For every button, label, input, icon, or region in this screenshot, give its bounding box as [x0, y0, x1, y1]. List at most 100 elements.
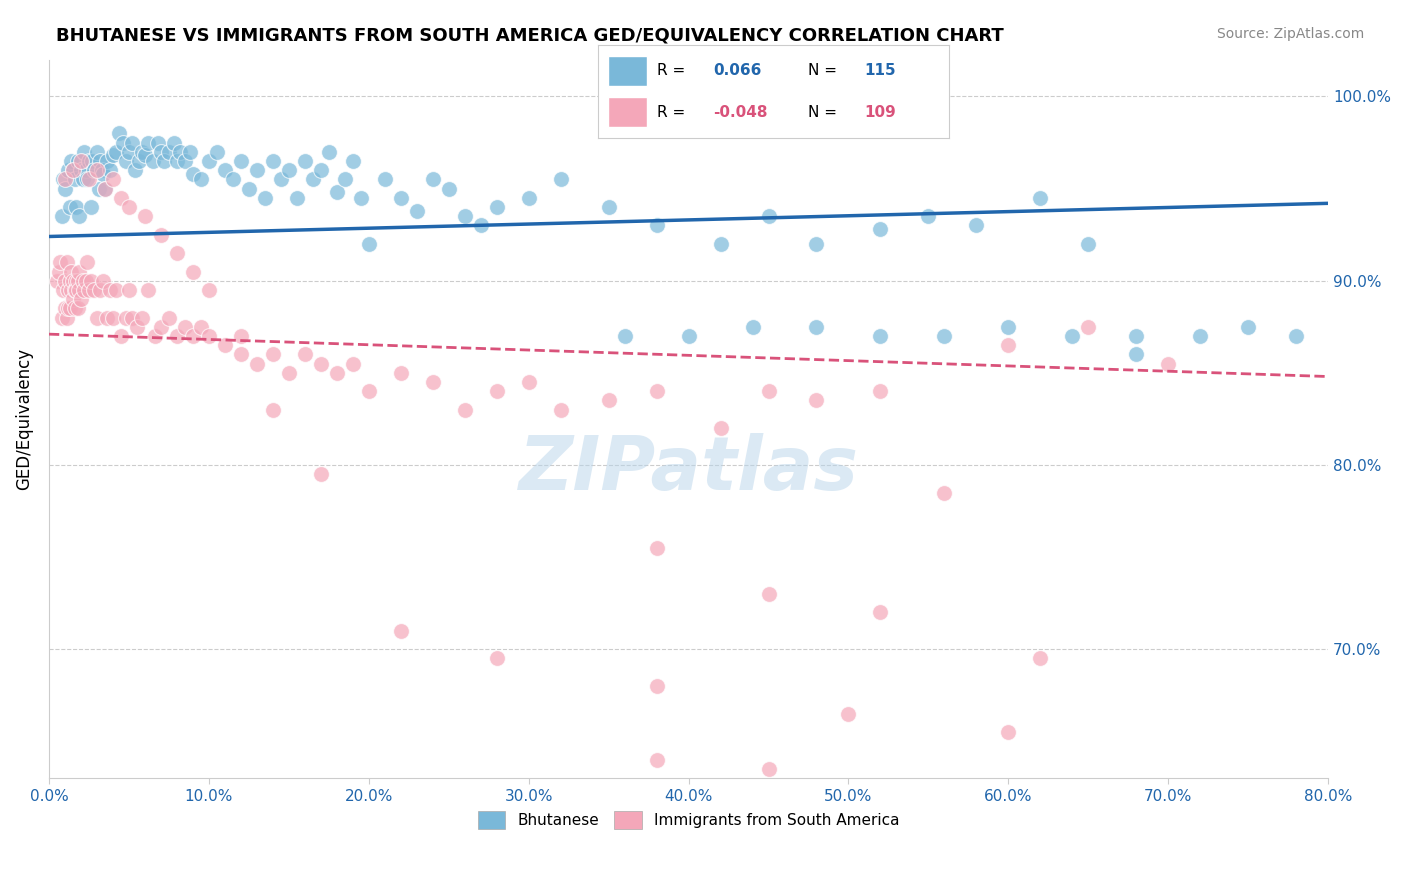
Point: [806, 319, 828, 334]
Point: [965, 219, 987, 233]
Point: [110, 191, 132, 205]
Point: [517, 191, 540, 205]
Point: [65, 200, 87, 214]
Point: [869, 606, 891, 620]
Point: [389, 191, 412, 205]
Text: R =: R =: [657, 104, 686, 120]
Point: [326, 366, 349, 380]
Point: [678, 329, 700, 343]
Point: [59, 301, 82, 316]
Point: [125, 319, 148, 334]
Point: [60, 264, 83, 278]
Point: [114, 310, 136, 325]
Point: [437, 181, 460, 195]
Point: [709, 236, 731, 251]
Point: [422, 172, 444, 186]
Y-axis label: GED/Equivalency: GED/Equivalency: [15, 348, 32, 490]
Point: [56, 163, 79, 178]
Point: [62, 163, 84, 178]
Point: [101, 148, 124, 162]
Point: [110, 329, 132, 343]
Point: [73, 145, 96, 159]
Point: [79, 200, 101, 214]
Point: [238, 181, 260, 195]
Point: [1029, 191, 1052, 205]
Point: [79, 274, 101, 288]
Text: BHUTANESE VS IMMIGRANTS FROM SOUTH AMERICA GED/EQUIVALENCY CORRELATION CHART: BHUTANESE VS IMMIGRANTS FROM SOUTH AMERI…: [56, 27, 1004, 45]
Point: [758, 209, 780, 223]
Text: 109: 109: [865, 104, 897, 120]
Point: [997, 725, 1019, 739]
Point: [198, 153, 221, 168]
Point: [83, 163, 105, 178]
Text: R =: R =: [657, 63, 686, 78]
Text: -0.048: -0.048: [713, 104, 768, 120]
Point: [53, 181, 76, 195]
Point: [67, 283, 90, 297]
Point: [82, 153, 104, 168]
Point: [837, 706, 859, 721]
Point: [59, 200, 82, 214]
Point: [318, 145, 340, 159]
Point: [46, 274, 69, 288]
Point: [253, 191, 276, 205]
Point: [1189, 329, 1212, 343]
Point: [72, 172, 94, 186]
Point: [333, 172, 356, 186]
Bar: [607, 56, 647, 86]
Point: [59, 274, 82, 288]
Point: [73, 283, 96, 297]
Point: [153, 153, 176, 168]
Point: [70, 292, 93, 306]
Point: [157, 145, 180, 159]
Point: [134, 209, 156, 223]
Point: [405, 203, 427, 218]
Point: [517, 375, 540, 389]
Point: [246, 163, 269, 178]
Point: [342, 153, 364, 168]
Point: [181, 329, 204, 343]
Point: [121, 136, 143, 150]
Point: [598, 200, 620, 214]
Point: [214, 163, 236, 178]
Point: [72, 274, 94, 288]
Point: [134, 148, 156, 162]
Point: [758, 587, 780, 601]
Point: [342, 357, 364, 371]
Point: [166, 329, 188, 343]
Point: [94, 181, 117, 195]
Point: [485, 200, 508, 214]
Point: [262, 402, 284, 417]
Point: [121, 310, 143, 325]
Point: [285, 191, 308, 205]
Point: [309, 163, 332, 178]
Point: [1125, 347, 1147, 361]
Point: [389, 624, 412, 638]
Point: [53, 301, 76, 316]
Point: [98, 163, 121, 178]
Point: [389, 366, 412, 380]
Point: [105, 145, 128, 159]
Point: [869, 384, 891, 399]
Point: [142, 153, 165, 168]
Point: [96, 310, 118, 325]
Point: [190, 319, 212, 334]
Point: [997, 338, 1019, 352]
Point: [149, 227, 172, 242]
Point: [67, 264, 90, 278]
Point: [166, 153, 188, 168]
Point: [90, 163, 112, 178]
Point: [62, 163, 84, 178]
Point: [91, 167, 114, 181]
Point: [198, 329, 221, 343]
Point: [60, 153, 83, 168]
Legend: Bhutanese, Immigrants from South America: Bhutanese, Immigrants from South America: [471, 805, 905, 835]
Point: [645, 219, 668, 233]
Point: [454, 402, 477, 417]
Point: [350, 191, 373, 205]
Point: [166, 246, 188, 260]
Point: [66, 153, 89, 168]
Point: [294, 153, 316, 168]
Point: [77, 153, 100, 168]
Point: [55, 255, 77, 269]
